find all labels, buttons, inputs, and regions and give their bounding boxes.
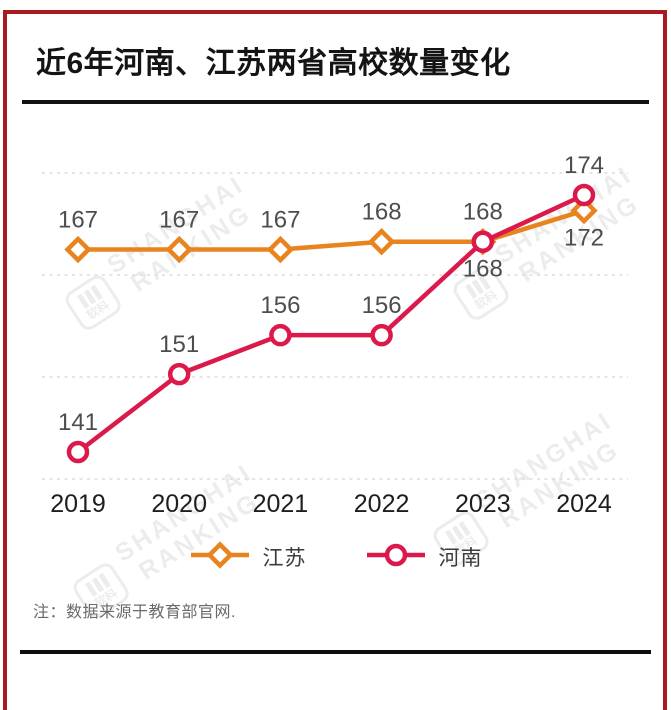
series-line-henan xyxy=(76,192,585,454)
bottom-divider xyxy=(20,650,651,654)
page-title: 近6年河南、江苏两省高校数量变化 xyxy=(36,47,511,80)
svg-text:2021: 2021 xyxy=(253,490,309,518)
svg-text:168: 168 xyxy=(463,199,503,226)
svg-text:151: 151 xyxy=(159,331,199,358)
x-axis-labels: 2019 2020 2021 2022 2023 2024 xyxy=(50,490,612,518)
title-divider xyxy=(22,100,649,104)
circle-marker-icon xyxy=(366,543,425,566)
svg-text:167: 167 xyxy=(260,207,300,234)
svg-text:2022: 2022 xyxy=(354,490,410,518)
svg-text:156: 156 xyxy=(260,292,300,319)
svg-text:156: 156 xyxy=(362,292,402,319)
series-line-jiangsu xyxy=(78,208,585,252)
chart-legend: 江苏 河南 xyxy=(0,540,671,575)
svg-text:2023: 2023 xyxy=(455,490,511,518)
henan-line-circle-swatch xyxy=(365,540,427,575)
line-chart: 167 167 167 168 168 172 141 151 156 156 168 174 2019… xyxy=(42,152,628,518)
legend-item-jiangsu: 江苏 xyxy=(189,540,307,575)
svg-text:172: 172 xyxy=(564,225,604,252)
data-labels: 167 167 167 168 168 172 141 151 156 156 168 174 xyxy=(58,152,604,436)
legend-label-henan: 河南 xyxy=(438,547,483,570)
gridlines xyxy=(42,172,628,480)
svg-text:168: 168 xyxy=(362,199,402,226)
svg-text:167: 167 xyxy=(159,207,199,234)
svg-text:174: 174 xyxy=(564,152,604,179)
svg-text:2024: 2024 xyxy=(556,490,612,518)
svg-text:2020: 2020 xyxy=(151,490,207,518)
svg-text:141: 141 xyxy=(58,409,98,436)
series-markers-henan xyxy=(66,183,596,464)
legend-item-henan: 河南 xyxy=(365,540,483,575)
svg-text:168: 168 xyxy=(463,256,503,283)
svg-text:167: 167 xyxy=(58,207,98,234)
svg-text:2019: 2019 xyxy=(50,490,106,518)
diamond-marker-icon xyxy=(190,540,249,569)
legend-label-jiangsu: 江苏 xyxy=(262,547,307,570)
source-note: 注：数据来源于教育部官网. xyxy=(33,604,236,621)
jiangsu-line-diamond-swatch xyxy=(189,540,251,575)
